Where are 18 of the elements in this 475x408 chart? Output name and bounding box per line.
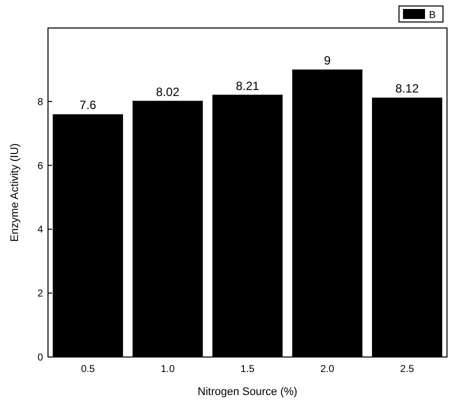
y-axis-title: Enzyme Activity (IU) [9, 143, 21, 242]
x-tick-label: 1.5 [240, 364, 255, 375]
x-tick-label: 0.5 [80, 364, 96, 375]
x-tick-label: 1.0 [160, 364, 176, 375]
data-label: 8.12 [395, 82, 420, 96]
y-tick-label: 4 [37, 224, 44, 236]
data-label: 8.21 [236, 78, 260, 93]
y-tick-label: 8 [37, 96, 44, 108]
y-tick-label: 0 [37, 352, 44, 364]
x-axis-title: Nitrogen Source (%) [198, 386, 298, 398]
y-tick-label: 2 [37, 288, 44, 300]
x-tick-label: 2.0 [320, 364, 335, 375]
data-label: 8.02 [156, 84, 180, 99]
y-tick-label: 6 [37, 160, 44, 172]
data-label: 7.6 [80, 98, 97, 112]
data-label: 9 [324, 54, 331, 68]
x-tick-label: 2.5 [400, 364, 414, 375]
legend-label: B [429, 10, 436, 21]
